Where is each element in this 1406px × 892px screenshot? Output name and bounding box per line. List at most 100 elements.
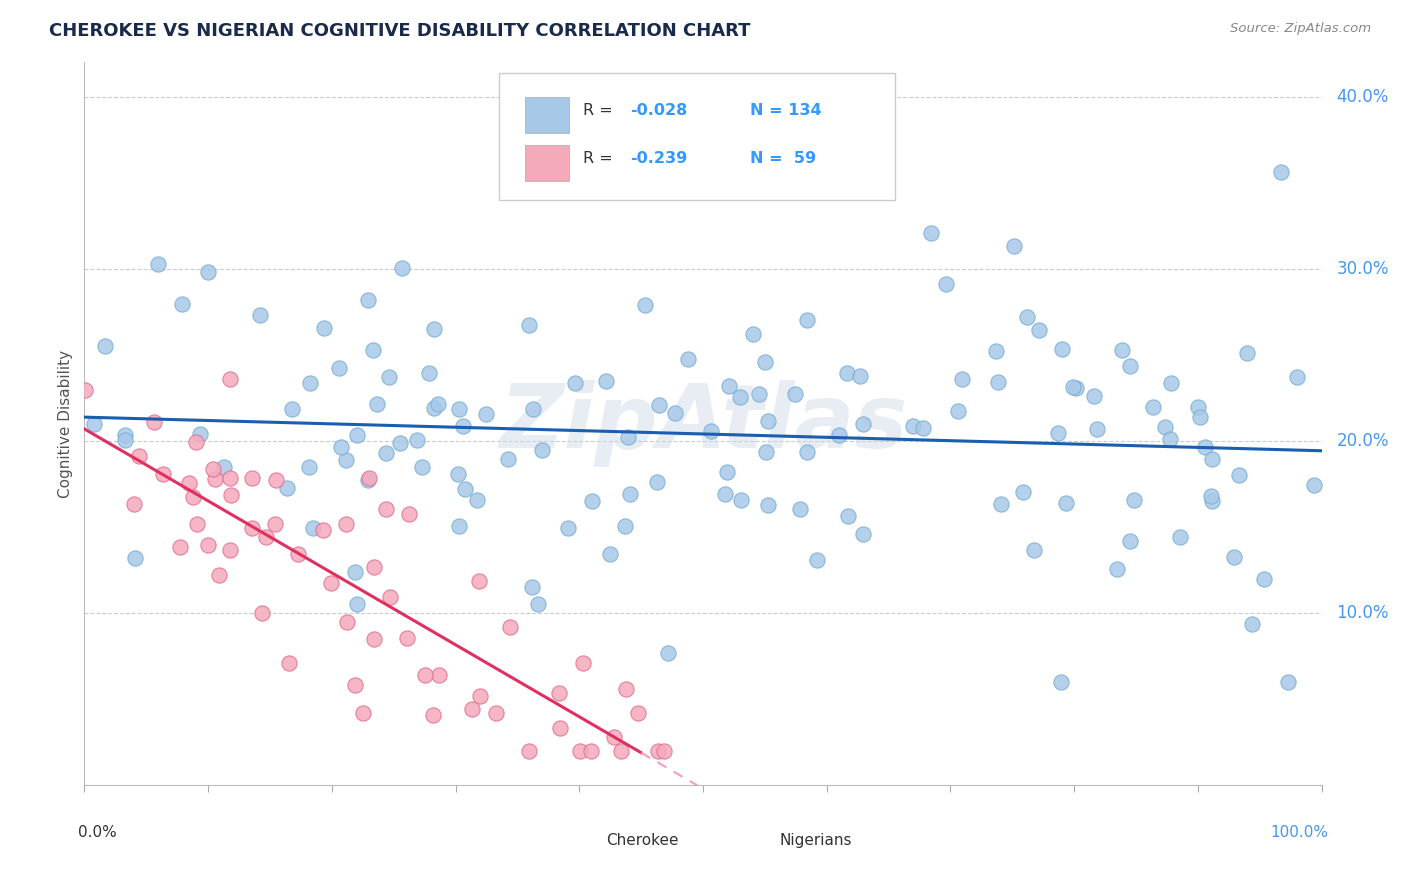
Point bbox=[1085, 422, 1108, 436]
Point bbox=[312, 321, 335, 335]
Point bbox=[1160, 376, 1182, 390]
Point bbox=[1199, 489, 1222, 503]
Point bbox=[912, 421, 935, 435]
Point bbox=[240, 521, 263, 535]
Point bbox=[201, 462, 224, 476]
Point bbox=[990, 497, 1012, 511]
Text: 30.0%: 30.0% bbox=[1337, 260, 1389, 278]
Text: 20.0%: 20.0% bbox=[1337, 432, 1389, 450]
Point bbox=[396, 632, 419, 646]
Point bbox=[1194, 440, 1216, 454]
Point bbox=[789, 502, 811, 516]
Point bbox=[427, 667, 450, 681]
Point bbox=[375, 446, 398, 460]
Point bbox=[1011, 485, 1033, 500]
Point bbox=[617, 430, 640, 444]
Point bbox=[114, 433, 136, 447]
Point bbox=[547, 686, 569, 700]
Point bbox=[1046, 426, 1069, 441]
Point bbox=[657, 646, 679, 660]
Point bbox=[1285, 370, 1308, 384]
Point bbox=[287, 547, 309, 561]
Point bbox=[329, 440, 352, 454]
Point bbox=[1050, 342, 1073, 356]
Point bbox=[610, 743, 633, 757]
Point bbox=[423, 401, 446, 415]
Point bbox=[411, 460, 433, 475]
Point bbox=[837, 508, 859, 523]
Point bbox=[179, 476, 201, 491]
Point bbox=[557, 521, 579, 535]
Point bbox=[548, 721, 571, 735]
Point bbox=[146, 257, 169, 271]
Point bbox=[595, 374, 617, 388]
Point bbox=[128, 449, 150, 463]
Point bbox=[346, 597, 368, 611]
Point bbox=[352, 706, 374, 721]
Point bbox=[1187, 401, 1209, 415]
Point bbox=[264, 517, 287, 532]
FancyBboxPatch shape bbox=[524, 145, 569, 181]
Point bbox=[94, 339, 117, 353]
Point bbox=[391, 260, 413, 275]
Point bbox=[449, 401, 471, 416]
Point bbox=[579, 743, 602, 757]
Point bbox=[1119, 359, 1142, 373]
Point bbox=[785, 387, 807, 401]
Point bbox=[319, 575, 342, 590]
Text: ZipAtlas: ZipAtlas bbox=[499, 380, 907, 467]
Point bbox=[186, 517, 208, 532]
Point bbox=[920, 226, 942, 240]
Point bbox=[806, 553, 828, 567]
Point bbox=[152, 467, 174, 482]
Point bbox=[465, 493, 488, 508]
Text: -0.239: -0.239 bbox=[630, 151, 688, 166]
Point bbox=[599, 547, 621, 561]
Point bbox=[603, 730, 626, 744]
Point bbox=[1062, 379, 1084, 393]
Point bbox=[114, 428, 136, 442]
Point bbox=[1119, 533, 1142, 548]
Point bbox=[614, 681, 637, 696]
Point bbox=[413, 667, 436, 681]
Point bbox=[935, 277, 957, 291]
Text: N =  59: N = 59 bbox=[749, 151, 815, 166]
Point bbox=[1028, 323, 1050, 337]
Point bbox=[357, 471, 380, 485]
Point bbox=[298, 460, 321, 475]
Point bbox=[828, 428, 851, 442]
Point bbox=[1253, 572, 1275, 586]
Point bbox=[406, 433, 429, 447]
Point bbox=[1111, 343, 1133, 357]
Point bbox=[581, 494, 603, 508]
Point bbox=[142, 415, 165, 429]
Point bbox=[835, 366, 858, 380]
Point bbox=[984, 344, 1007, 359]
Point bbox=[266, 473, 288, 487]
Point bbox=[366, 396, 388, 410]
Point bbox=[1241, 617, 1264, 632]
Point bbox=[426, 397, 449, 411]
Point bbox=[447, 467, 470, 482]
Point bbox=[356, 474, 378, 488]
Point bbox=[950, 372, 973, 386]
Point bbox=[796, 312, 818, 326]
Point bbox=[281, 402, 304, 417]
Point bbox=[714, 486, 737, 500]
Point bbox=[647, 398, 669, 412]
Text: R =: R = bbox=[583, 151, 617, 166]
Point bbox=[652, 743, 675, 757]
Point bbox=[346, 428, 368, 442]
Text: 40.0%: 40.0% bbox=[1337, 87, 1389, 106]
Point bbox=[1154, 420, 1177, 434]
Point bbox=[468, 574, 491, 588]
Point bbox=[204, 473, 226, 487]
Text: 10.0%: 10.0% bbox=[1337, 604, 1389, 622]
Point bbox=[1142, 401, 1164, 415]
Point bbox=[645, 475, 668, 489]
Point bbox=[451, 419, 474, 434]
Point bbox=[1064, 381, 1087, 395]
Point bbox=[335, 517, 357, 532]
Point bbox=[1303, 478, 1326, 492]
Point bbox=[851, 417, 873, 432]
